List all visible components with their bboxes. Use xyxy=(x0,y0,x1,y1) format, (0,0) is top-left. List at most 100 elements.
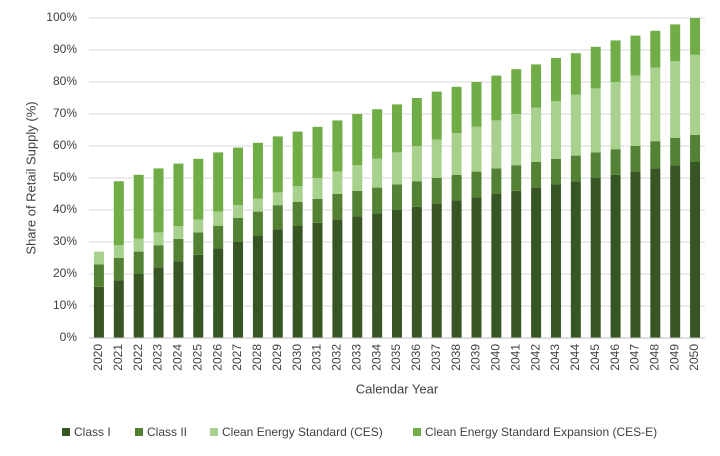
bar-segment xyxy=(173,163,184,226)
bar-segment xyxy=(411,206,422,338)
bar-segment xyxy=(411,146,422,182)
bar-segment xyxy=(392,104,402,153)
y-tick-label: 40% xyxy=(53,202,77,216)
y-tick-label: 70% xyxy=(53,106,77,120)
x-tick-label: 2047 xyxy=(628,344,642,371)
x-tick-label: 2036 xyxy=(409,344,423,371)
bar-segment xyxy=(272,192,283,206)
bar-segment xyxy=(550,184,561,338)
x-tick-label: 2034 xyxy=(369,344,383,371)
bar-segment xyxy=(550,158,561,185)
bar-segment xyxy=(411,181,422,207)
bar-segment xyxy=(173,261,184,338)
bar-segment xyxy=(372,109,383,159)
y-tick-label: 80% xyxy=(53,74,77,88)
x-tick-label: 2027 xyxy=(230,344,244,371)
bar-segment xyxy=(471,126,482,172)
bar-segment xyxy=(570,94,581,156)
bar-segment xyxy=(630,75,641,146)
bar-segment xyxy=(670,24,681,62)
bar-segment xyxy=(630,146,641,172)
bar-segment xyxy=(372,158,383,188)
bar-segment xyxy=(690,134,701,162)
bar-segment xyxy=(332,120,343,172)
bar-segment xyxy=(332,194,343,220)
bar-segment xyxy=(511,190,522,338)
x-tick-label: 2048 xyxy=(647,344,661,371)
bar-segment xyxy=(471,171,482,198)
bar-segment xyxy=(153,245,164,268)
bar-segment xyxy=(451,200,462,338)
y-tick-label: 0% xyxy=(60,330,78,344)
bar-segment xyxy=(590,88,601,153)
y-tick-label: 10% xyxy=(53,298,77,312)
bar-segment xyxy=(451,86,462,134)
bar-segment xyxy=(372,213,383,338)
y-tick-label: 30% xyxy=(53,234,77,248)
bar-segment xyxy=(650,67,661,142)
bar-segment xyxy=(431,139,442,178)
bar-segment xyxy=(670,61,681,139)
bar-segment xyxy=(113,280,124,338)
bar-segment xyxy=(113,181,124,246)
bar-segment xyxy=(650,168,661,338)
bar-segment xyxy=(431,91,442,140)
legend-label: Class II xyxy=(147,425,187,439)
bar-segment xyxy=(133,174,144,239)
bar-segment xyxy=(610,149,621,175)
bar-segment xyxy=(491,75,502,121)
legend-swatch xyxy=(413,428,421,436)
bar-segment xyxy=(411,98,422,146)
bar-segment xyxy=(531,187,542,338)
bar-segment xyxy=(630,171,641,338)
legend-swatch xyxy=(135,428,143,436)
bar-segment xyxy=(570,53,581,95)
bar-segment xyxy=(113,245,124,258)
bar-segment xyxy=(93,286,104,338)
bar-segment xyxy=(252,198,263,212)
x-tick-label: 2035 xyxy=(389,344,403,371)
bar-segment xyxy=(133,251,144,274)
bar-segment xyxy=(233,147,244,206)
legend-label: Class I xyxy=(74,425,111,439)
bar-segment xyxy=(550,101,561,159)
bar-segment xyxy=(352,216,363,338)
bar-segment xyxy=(451,174,462,201)
x-tick-label: 2041 xyxy=(508,344,522,371)
bar-segment xyxy=(352,190,363,217)
bar-segment xyxy=(272,229,283,338)
x-tick-label: 2033 xyxy=(349,344,363,371)
bar-segment xyxy=(292,186,303,202)
bar-segment xyxy=(352,165,363,191)
bar-segment xyxy=(213,248,224,338)
legend-label: Clean Energy Standard (CES) xyxy=(222,425,383,439)
bar-segment xyxy=(252,235,263,338)
bar-segment xyxy=(431,178,442,204)
y-tick-label: 60% xyxy=(53,138,77,152)
bar-segment xyxy=(312,126,323,178)
x-tick-label: 2039 xyxy=(469,344,483,371)
bar-segment xyxy=(173,226,184,239)
y-axis-title: Share of Retail Supply (%) xyxy=(23,101,38,254)
x-tick-label: 2038 xyxy=(449,344,463,371)
x-axis-title: Calendar Year xyxy=(356,381,439,396)
bar-segment xyxy=(332,219,343,338)
x-tick-label: 2046 xyxy=(608,344,622,371)
bar-segment xyxy=(511,165,522,191)
bar-segment xyxy=(511,114,522,166)
x-tick-label: 2043 xyxy=(548,344,562,371)
bar-segment xyxy=(272,205,283,230)
bar-segment xyxy=(292,131,303,186)
bar-segment xyxy=(113,258,124,281)
bar-segment xyxy=(93,251,104,265)
x-tick-label: 2029 xyxy=(270,344,284,371)
bar-segment xyxy=(332,171,343,194)
x-tick-label: 2050 xyxy=(687,344,701,371)
bar-segment xyxy=(670,165,681,338)
bar-segment xyxy=(213,226,224,249)
bar-segment xyxy=(392,210,402,338)
bar-segment xyxy=(690,54,701,135)
x-tick-label: 2022 xyxy=(131,344,145,371)
bar-segment xyxy=(93,264,104,287)
y-tick-label: 100% xyxy=(46,10,77,24)
